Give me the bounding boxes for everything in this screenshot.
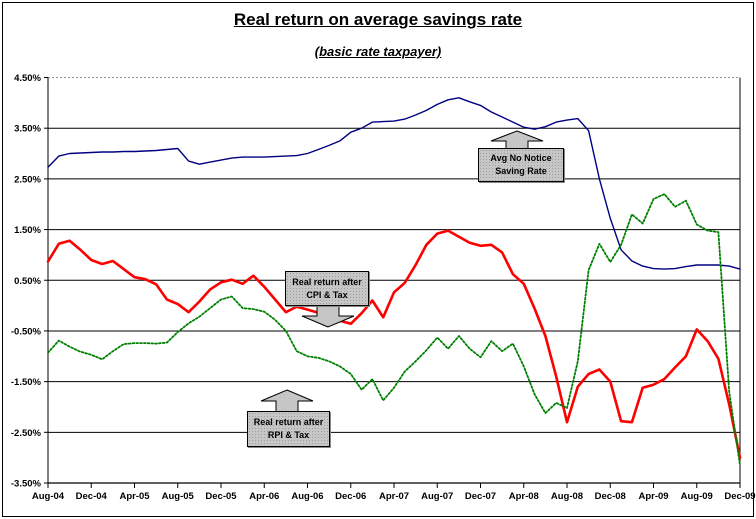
- x-axis-tick-label: Dec-07: [465, 491, 496, 502]
- x-axis-tick-label: Apr-05: [119, 491, 150, 502]
- block-arrow-up-icon: [490, 130, 544, 150]
- callout-line: CPI & Tax: [306, 289, 348, 300]
- grid-layer: [48, 77, 740, 484]
- chart-title: Real return on average savings rate: [233, 10, 523, 29]
- y-axis-tick-label: -1.50%: [11, 377, 42, 388]
- y-axis-tick-label: -3.50%: [11, 479, 42, 490]
- x-axis-tick-label: Aug-04: [32, 491, 65, 502]
- x-axis-tick-label: Dec-06: [335, 491, 366, 502]
- x-axis-tick-label: Dec-08: [595, 491, 626, 502]
- x-axis-tick-label: Apr-09: [638, 491, 668, 502]
- x-axis-tick-label: Aug-09: [681, 491, 713, 502]
- callout-line: RPI & Tax: [267, 430, 310, 440]
- callout-line: Real return after: [292, 276, 362, 287]
- callout-real-return-after-cpi-tax: Real return after CPI & Tax: [285, 271, 369, 306]
- y-axis-tick-label: 2.50%: [14, 174, 41, 185]
- callout-line: Saving Rate: [495, 166, 547, 176]
- y-axis-tick-label: -0.50%: [11, 326, 42, 337]
- x-axis-tick-label: Apr-08: [509, 491, 539, 502]
- callout-real-return-after-rpi-tax: Real return after RPI & Tax: [247, 411, 330, 447]
- block-arrow-up-icon: [260, 389, 314, 413]
- y-axis-tick-label: 4.50%: [14, 73, 41, 84]
- x-axis-tick-label: Aug-07: [421, 491, 453, 502]
- series-line-avg-no-notice-saving-rate: [47, 97, 741, 270]
- x-axis-tick-label: Aug-08: [551, 491, 583, 502]
- x-axis-tick-label: Aug-06: [291, 491, 323, 502]
- x-axis-tick-label: Apr-06: [249, 491, 279, 502]
- callout-avg-no-notice-saving-rate: Avg No Notice Saving Rate: [478, 148, 564, 182]
- series-line-real-return-after-cpi-tax: [46, 229, 742, 460]
- series-line-real-return-after-rpi-tax: [47, 193, 741, 467]
- series-layer: [46, 97, 742, 467]
- axis-layer: 4.50% 3.50% 2.50% 1.50% 0.50% -0.50% -1.50% -2.…: [11, 73, 756, 502]
- y-axis-tick-label: 3.50%: [14, 124, 41, 135]
- y-axis-tick-label: -2.50%: [11, 428, 42, 439]
- x-axis-tick-label: Dec-09: [724, 491, 755, 502]
- callout-line: Real return after: [253, 417, 324, 428]
- callout-line: Avg No Notice: [490, 153, 552, 164]
- x-axis-tick-label: Aug-05: [162, 491, 195, 502]
- x-axis-tick-label: Dec-04: [76, 491, 108, 502]
- x-axis-tick-label: Apr-07: [379, 491, 409, 502]
- chart-subtitle: (basic rate taxpayer): [314, 44, 442, 59]
- x-axis-tick-label: Dec-05: [205, 491, 237, 502]
- y-axis-tick-label: 0.50%: [14, 276, 41, 287]
- y-axis-tick-label: 1.50%: [14, 225, 41, 236]
